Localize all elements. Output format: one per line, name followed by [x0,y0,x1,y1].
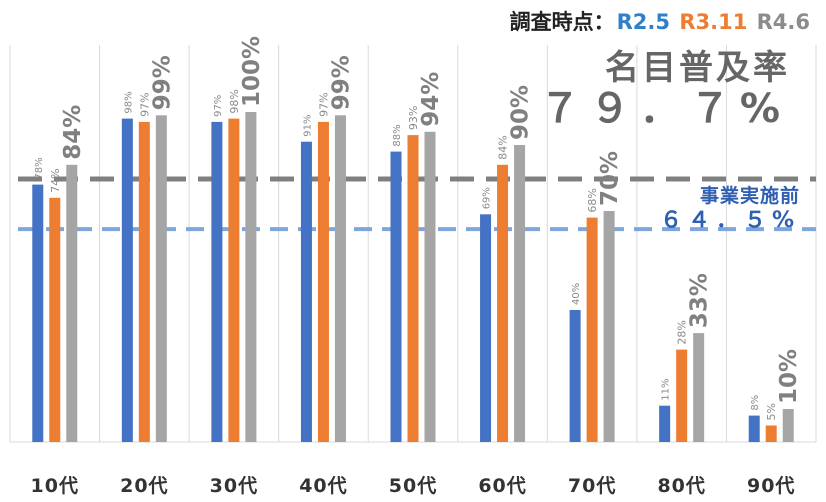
data-label: 88% [392,124,403,146]
bars [32,112,794,443]
data-label: 97% [138,92,151,116]
data-label: 74% [49,168,62,192]
bar [765,425,777,442]
bar [407,135,419,442]
data-label: 70% [597,151,623,206]
data-label: 10% [776,349,802,404]
data-label: 11% [661,378,672,400]
x-tick-label: 10代 [31,475,79,497]
data-label: 97% [317,92,330,116]
nominal-rate-value: ７９．７% [539,86,790,133]
bar [228,118,240,442]
nominal-rate-title: 名目普及率 [605,48,790,88]
data-label: 91% [302,114,313,136]
x-tick-label: 80代 [657,475,705,497]
bar [121,118,133,442]
data-label: 28% [676,320,689,344]
bar [317,121,329,443]
data-label: 99% [149,55,175,110]
x-tick-label: 50代 [389,475,437,497]
pre-project-title: 事業実施前 [699,185,800,207]
bar [138,121,150,443]
data-label: 5% [765,403,778,420]
data-label: 98% [123,91,134,113]
nominal-rate-annotation: 名目普及率 ７９．７% [539,48,790,133]
x-tick-label: 30代 [210,475,258,497]
legend-item-r2-5: R2.5 [616,10,671,34]
data-label: 69% [482,187,493,209]
bar [155,115,167,443]
legend-title: 調査時点： [509,10,615,34]
bar [480,214,492,442]
bar [300,141,312,442]
bar [603,211,615,442]
x-tick-labels: 10代 20代 30代 40代 50代 60代 70代 80代 90代 [31,475,795,497]
bar [693,333,705,442]
bar [334,115,346,443]
data-label: 84% [60,105,86,160]
x-tick-label: 60代 [478,475,526,497]
bar [211,121,223,443]
pre-project-annotation: 事業実施前 ６４．５% [659,185,800,233]
data-label: 68% [586,188,599,212]
bar [676,349,688,442]
bar [782,409,794,442]
bar [66,164,78,443]
x-tick-label: 40代 [299,475,347,497]
data-label: 97% [213,95,224,117]
bar [424,131,436,443]
bar [32,184,44,442]
x-tick-label: 20代 [120,475,168,497]
data-label: 33% [687,273,713,328]
pre-project-value: ６４．５% [659,207,800,233]
bar [748,415,760,442]
bar [659,405,671,442]
bar [569,310,581,442]
x-tick-label: 70代 [568,475,616,497]
data-labels: 78% 74%84%98% 97%99% 97% 98%100%91%97%99%88%… [34,36,802,421]
bar [245,112,257,442]
bar [586,217,598,442]
data-label: 98% [228,89,241,113]
legend: 調査時点：R2.5 R3.11 R4.6 [508,6,810,36]
legend-item-r4-6: R4.6 [756,10,810,34]
legend-item-r3-11: R3.11 [679,10,748,34]
bar [514,145,526,442]
data-label: 93% [407,106,420,130]
bar [49,197,61,442]
x-tick-label: 90代 [747,475,795,497]
bar [390,151,402,442]
data-label: 90% [508,85,534,140]
data-label: 78% [34,157,45,179]
bar [497,164,509,443]
data-label: 40% [571,283,582,305]
data-label: 100% [239,36,265,107]
data-label: 84% [497,135,510,159]
data-label: 8% [750,395,761,411]
data-label: 99% [328,55,354,110]
data-label: 94% [418,72,444,127]
